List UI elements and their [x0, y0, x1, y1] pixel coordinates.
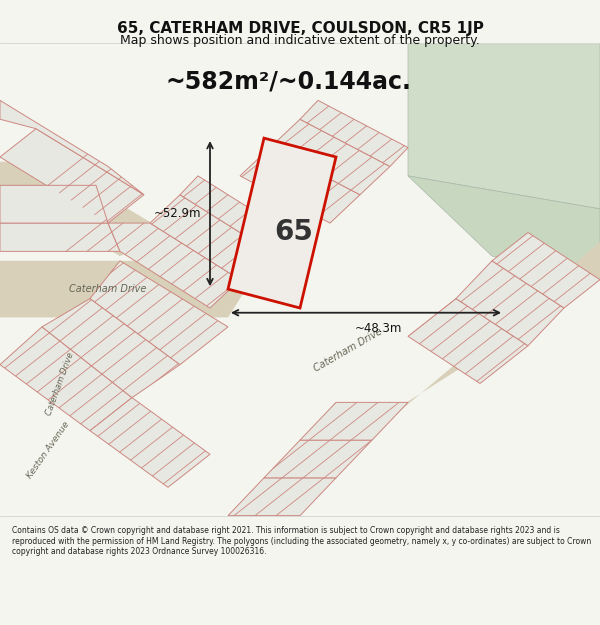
Polygon shape: [0, 162, 168, 256]
Polygon shape: [408, 299, 528, 384]
Polygon shape: [408, 299, 528, 384]
Polygon shape: [0, 223, 120, 251]
Polygon shape: [0, 129, 144, 223]
Polygon shape: [90, 398, 210, 488]
Text: Caterham Drive: Caterham Drive: [44, 351, 76, 416]
Polygon shape: [408, 176, 600, 280]
Text: ~48.3m: ~48.3m: [355, 322, 401, 335]
Polygon shape: [408, 44, 600, 209]
Polygon shape: [300, 402, 408, 440]
Polygon shape: [228, 138, 336, 308]
Text: ~52.9m: ~52.9m: [154, 207, 201, 220]
Polygon shape: [0, 327, 132, 431]
Polygon shape: [90, 261, 228, 364]
Polygon shape: [150, 195, 270, 280]
Text: Contains OS data © Crown copyright and database right 2021. This information is : Contains OS data © Crown copyright and d…: [12, 526, 591, 556]
Polygon shape: [300, 101, 408, 166]
Polygon shape: [42, 299, 180, 398]
Polygon shape: [0, 327, 132, 431]
Polygon shape: [0, 101, 144, 195]
Polygon shape: [456, 261, 564, 346]
Text: Caterham Drive: Caterham Drive: [70, 284, 146, 294]
Polygon shape: [264, 440, 372, 478]
Polygon shape: [0, 101, 144, 195]
Text: 65, CATERHAM DRIVE, COULSDON, CR5 1JP: 65, CATERHAM DRIVE, COULSDON, CR5 1JP: [116, 21, 484, 36]
Polygon shape: [150, 195, 270, 280]
Polygon shape: [180, 176, 288, 251]
Polygon shape: [228, 478, 336, 516]
Polygon shape: [300, 101, 408, 166]
Polygon shape: [180, 242, 600, 516]
Polygon shape: [492, 232, 600, 308]
Text: Caterham Drive: Caterham Drive: [312, 327, 384, 374]
Text: Keston Avenue: Keston Avenue: [25, 419, 71, 480]
Polygon shape: [180, 176, 288, 251]
Polygon shape: [492, 232, 600, 308]
Polygon shape: [108, 223, 240, 308]
Polygon shape: [0, 129, 144, 223]
Polygon shape: [270, 119, 390, 195]
Polygon shape: [456, 261, 564, 346]
Polygon shape: [108, 223, 240, 308]
Polygon shape: [0, 261, 252, 318]
Polygon shape: [0, 223, 120, 251]
Polygon shape: [90, 261, 228, 364]
Polygon shape: [300, 402, 408, 440]
Polygon shape: [264, 440, 372, 478]
Polygon shape: [0, 185, 108, 223]
Polygon shape: [228, 478, 336, 516]
Polygon shape: [240, 148, 360, 223]
Text: 65: 65: [275, 219, 313, 246]
Polygon shape: [240, 148, 360, 223]
Polygon shape: [42, 299, 180, 398]
Text: Map shows position and indicative extent of the property.: Map shows position and indicative extent…: [120, 34, 480, 47]
Polygon shape: [90, 398, 210, 488]
Polygon shape: [0, 185, 108, 223]
Polygon shape: [270, 119, 390, 195]
Text: ~582m²/~0.144ac.: ~582m²/~0.144ac.: [165, 69, 411, 94]
